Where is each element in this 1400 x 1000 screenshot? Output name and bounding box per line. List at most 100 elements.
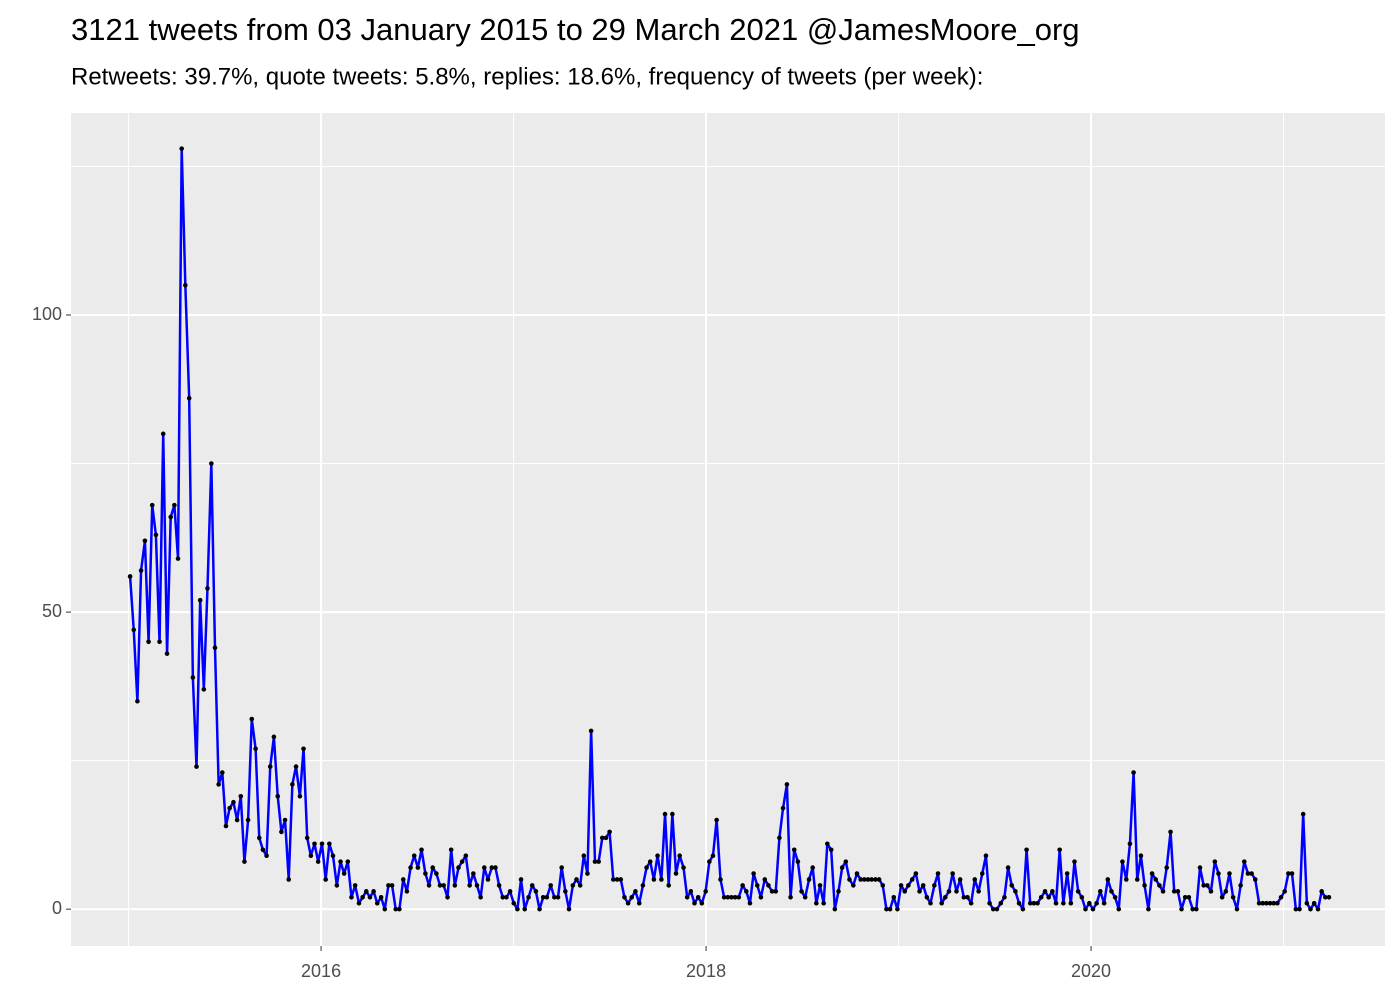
data-point bbox=[234, 817, 240, 823]
data-point bbox=[766, 883, 771, 888]
data-point bbox=[1027, 900, 1033, 906]
data-point bbox=[858, 877, 863, 882]
data-point bbox=[1013, 889, 1018, 894]
data-point bbox=[1061, 900, 1066, 906]
data-point bbox=[695, 894, 701, 900]
data-point bbox=[238, 793, 244, 799]
data-point bbox=[647, 859, 653, 864]
data-point bbox=[1245, 871, 1251, 876]
data-point bbox=[1134, 877, 1140, 882]
data-point bbox=[279, 829, 284, 835]
data-point bbox=[290, 782, 295, 787]
data-point bbox=[1171, 889, 1177, 894]
data-point bbox=[1319, 889, 1324, 894]
data-point bbox=[659, 877, 664, 882]
data-point bbox=[478, 894, 483, 900]
data-point bbox=[1094, 900, 1099, 906]
data-point bbox=[880, 883, 886, 888]
data-point bbox=[260, 847, 266, 853]
data-point bbox=[511, 900, 517, 906]
data-point bbox=[979, 871, 985, 876]
data-point bbox=[319, 841, 325, 847]
data-point bbox=[1087, 900, 1092, 906]
data-point bbox=[994, 906, 1000, 912]
data-point bbox=[743, 889, 749, 894]
data-point bbox=[832, 906, 838, 912]
data-point bbox=[817, 883, 823, 888]
data-point bbox=[334, 883, 340, 888]
data-point bbox=[445, 894, 450, 900]
data-point bbox=[430, 865, 436, 870]
data-point bbox=[489, 865, 495, 870]
data-point bbox=[1186, 894, 1192, 900]
data-point bbox=[740, 883, 745, 888]
data-point bbox=[227, 805, 232, 811]
data-point bbox=[961, 894, 967, 900]
data-point bbox=[1275, 900, 1280, 906]
data-point bbox=[1072, 859, 1077, 864]
data-point bbox=[526, 894, 531, 900]
data-point bbox=[282, 817, 288, 823]
data-point bbox=[271, 734, 277, 740]
data-point bbox=[1153, 877, 1159, 882]
data-point bbox=[426, 883, 432, 888]
y-tick-label: 100 bbox=[32, 304, 62, 324]
data-point bbox=[1097, 889, 1103, 894]
data-point bbox=[946, 889, 952, 894]
data-point bbox=[943, 894, 948, 900]
data-point bbox=[301, 746, 306, 752]
data-point bbox=[367, 894, 373, 900]
data-point bbox=[563, 889, 568, 894]
data-point bbox=[256, 835, 262, 841]
data-point bbox=[777, 835, 782, 841]
data-point bbox=[1249, 871, 1254, 876]
data-point bbox=[360, 894, 365, 900]
x-tick-label: 2018 bbox=[686, 961, 726, 981]
data-point bbox=[345, 859, 351, 864]
data-point bbox=[308, 853, 314, 858]
data-point bbox=[747, 900, 753, 906]
data-point bbox=[135, 698, 140, 704]
data-point bbox=[548, 883, 554, 888]
data-point bbox=[1197, 865, 1203, 870]
data-point bbox=[1020, 906, 1026, 912]
data-point bbox=[1031, 900, 1037, 906]
data-point bbox=[865, 877, 871, 882]
data-point bbox=[209, 461, 214, 466]
data-point bbox=[537, 906, 542, 912]
data-point bbox=[1109, 889, 1114, 894]
data-point bbox=[1326, 894, 1332, 900]
data-point bbox=[142, 538, 148, 544]
data-point bbox=[378, 894, 384, 900]
data-point bbox=[932, 883, 937, 888]
data-point bbox=[1142, 883, 1147, 888]
data-point bbox=[216, 782, 221, 787]
data-point bbox=[1101, 900, 1107, 906]
data-point bbox=[197, 597, 203, 603]
data-point bbox=[847, 877, 852, 882]
data-point bbox=[467, 883, 472, 888]
data-point bbox=[1005, 865, 1011, 870]
data-point bbox=[231, 799, 236, 805]
data-point bbox=[1046, 894, 1052, 900]
data-point bbox=[400, 877, 406, 882]
data-point bbox=[1009, 883, 1015, 888]
data-point bbox=[131, 627, 137, 633]
data-point bbox=[662, 811, 668, 817]
data-point bbox=[1208, 889, 1214, 894]
data-point bbox=[968, 900, 974, 906]
data-point bbox=[707, 859, 712, 864]
data-point bbox=[895, 906, 900, 912]
data-point bbox=[622, 894, 627, 900]
data-point bbox=[806, 877, 812, 882]
data-point bbox=[758, 894, 764, 900]
data-point bbox=[898, 883, 904, 888]
y-tick-label: 50 bbox=[42, 601, 62, 621]
data-point bbox=[618, 877, 624, 882]
data-point bbox=[954, 889, 959, 894]
data-point bbox=[688, 889, 694, 894]
data-point bbox=[721, 894, 727, 900]
data-point bbox=[603, 835, 609, 841]
data-point bbox=[415, 865, 421, 870]
